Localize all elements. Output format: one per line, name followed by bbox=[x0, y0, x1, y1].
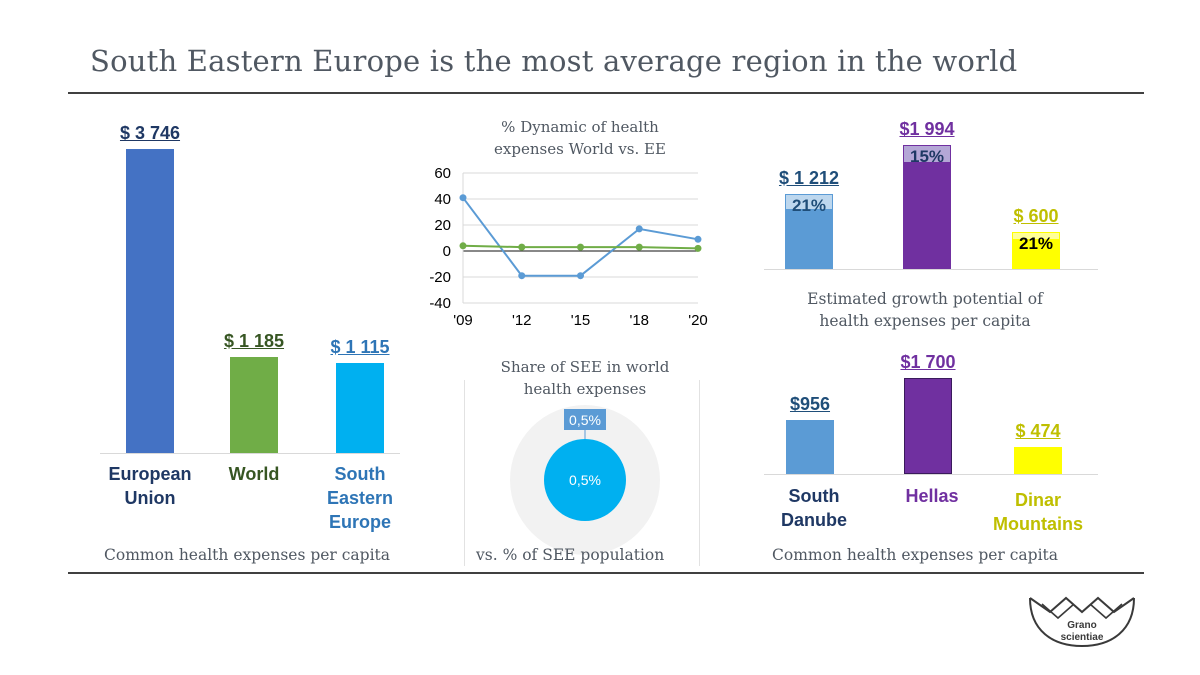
growth-chart-caption-line: health expenses per capita bbox=[819, 312, 1031, 330]
pie-chart-title: Share of SEE in world health expenses bbox=[460, 356, 710, 400]
series-point-1 bbox=[635, 243, 643, 251]
pie-chart-title-line: health expenses bbox=[523, 380, 647, 398]
chart-left-baseline bbox=[100, 453, 400, 454]
category-label-line: Europe bbox=[328, 512, 392, 532]
subregion-chart-baseline bbox=[764, 474, 1098, 475]
pie-frame bbox=[464, 380, 700, 566]
x-tick-label: '15 bbox=[571, 312, 591, 329]
bar-value-label: $1 700 bbox=[900, 352, 956, 372]
pie-inner-label: 0,5% bbox=[569, 472, 601, 488]
bar-value-label: $ 1 115 bbox=[330, 336, 390, 357]
bar-south-eastern-europe bbox=[336, 362, 384, 453]
category-label-line: Danube bbox=[780, 510, 848, 530]
y-tick-label: 60 bbox=[434, 165, 451, 182]
top-divider bbox=[68, 92, 1144, 94]
growth-percent-label: 15% bbox=[909, 147, 945, 166]
category-label-line: Mountains bbox=[993, 514, 1083, 534]
category-label: Dinar Mountains bbox=[993, 488, 1083, 536]
bar-world bbox=[230, 356, 278, 453]
line-chart-title-line: % Dynamic of health bbox=[501, 118, 659, 136]
y-tick-label: 40 bbox=[434, 191, 451, 208]
chart-dynamic-health-expenses: 60 40 20 0 -20 -40'09 '12 '15 '18 '20 bbox=[429, 165, 708, 329]
chart-left-caption: Common health expenses per capita bbox=[104, 546, 391, 564]
category-label-line: World bbox=[228, 464, 280, 484]
category-label-line: Eastern bbox=[326, 488, 394, 508]
x-tick-label: '09 bbox=[453, 312, 473, 329]
category-label-line: South bbox=[788, 486, 840, 506]
series-point-0 bbox=[577, 272, 584, 280]
category-label-line: South bbox=[334, 464, 386, 484]
category-label: European Union bbox=[108, 462, 191, 510]
growth-chart-caption-line: Estimated growth potential of bbox=[807, 290, 1043, 308]
category-label: South Eastern Europe bbox=[327, 462, 393, 534]
growth-chart-caption: Estimated growth potential of health exp… bbox=[770, 288, 1080, 332]
bar-hellas bbox=[904, 378, 952, 474]
series-point-0 bbox=[694, 235, 702, 243]
bar-value-label: $956 bbox=[789, 394, 831, 414]
x-tick-label: '12 bbox=[512, 312, 532, 329]
category-label-line: Union bbox=[124, 488, 176, 508]
chart-common-expenses-subregions: $956 South Danube $1 700 Hellas $ 474 Dinar Mou… bbox=[764, 352, 1098, 536]
growth-value-label: $1 994 bbox=[899, 119, 955, 139]
growth-chart-baseline bbox=[764, 269, 1098, 270]
logo-text-line1: Grano bbox=[1067, 620, 1097, 631]
bar-south-danube bbox=[786, 420, 834, 474]
y-tick-label: -20 bbox=[429, 269, 451, 286]
grano-scientiae-logo: Grano scientiae bbox=[1022, 590, 1142, 660]
x-tick-label: '20 bbox=[688, 312, 708, 329]
x-tick-label: '18 bbox=[629, 312, 649, 329]
bar-base-hellas bbox=[903, 163, 951, 269]
bar-value-label: $ 1 185 bbox=[223, 330, 285, 351]
y-tick-label: -40 bbox=[429, 295, 451, 312]
bar-value-label: $ 3 746 bbox=[119, 123, 181, 143]
growth-value-label: $ 1 212 bbox=[778, 167, 840, 188]
y-tick-label: 0 bbox=[443, 243, 451, 260]
growth-percent-label: 21% bbox=[791, 195, 827, 215]
bar-growth-south-danube bbox=[785, 193, 833, 210]
series-point-1 bbox=[694, 244, 702, 252]
series-point-1 bbox=[518, 243, 526, 251]
chart-common-expenses-regions: $ 3 746 European Union $ 1 185 World $ 1 115 S… bbox=[0, 0, 400, 600]
bar-value-label: $ 474 bbox=[1015, 421, 1061, 442]
category-label-line: European bbox=[108, 464, 192, 484]
chart-growth-potential: 21% $ 1 212 15% $1 994 21% $ 600 bbox=[0, 0, 1200, 300]
growth-percent-label: 21% bbox=[1018, 233, 1054, 253]
line-chart-title-line: expenses World vs. EE bbox=[494, 140, 666, 158]
category-label: World bbox=[229, 462, 280, 486]
y-tick-label: 20 bbox=[434, 217, 451, 234]
series-point-1 bbox=[577, 243, 584, 251]
bottom-divider bbox=[68, 572, 1144, 574]
line-chart-title: % Dynamic of health expenses World vs. E… bbox=[440, 116, 720, 160]
bar-base-south-danube bbox=[785, 209, 833, 269]
bar-dinar-mountains bbox=[1014, 447, 1062, 474]
category-label: South Danube bbox=[781, 484, 847, 532]
series-point-1 bbox=[459, 242, 467, 250]
chart-subregions-caption: Common health expenses per capita bbox=[772, 546, 1059, 564]
pie-outer-label-box bbox=[564, 409, 606, 430]
chart-see-share: 0,5% 0,5% bbox=[510, 405, 660, 555]
bar-european-union bbox=[126, 149, 174, 453]
series-point-0 bbox=[635, 225, 643, 233]
pie-chart-caption: vs. % of SEE population bbox=[476, 546, 665, 564]
pie-chart-title-line: Share of SEE in world bbox=[500, 358, 670, 376]
bar-growth-hellas bbox=[903, 145, 951, 164]
growth-value-label: $ 600 bbox=[1013, 205, 1059, 226]
logo-text-line2: scientiae bbox=[1060, 632, 1104, 643]
pie-outer-label: 0,5% bbox=[569, 412, 601, 428]
category-label-line: Dinar bbox=[1014, 490, 1061, 510]
page-title: South Eastern Europe is the most average… bbox=[90, 44, 1018, 78]
logo-mark-icon bbox=[1029, 596, 1135, 648]
pie-inner-circle bbox=[544, 439, 626, 521]
series-point-0 bbox=[459, 194, 467, 202]
series-point-0 bbox=[518, 272, 526, 280]
category-label-line: Hellas bbox=[905, 486, 959, 506]
bar-growth-dinar-mountains bbox=[1012, 231, 1060, 240]
category-label: Hellas bbox=[905, 484, 958, 508]
bar-base-dinar-mountains bbox=[1012, 239, 1060, 269]
